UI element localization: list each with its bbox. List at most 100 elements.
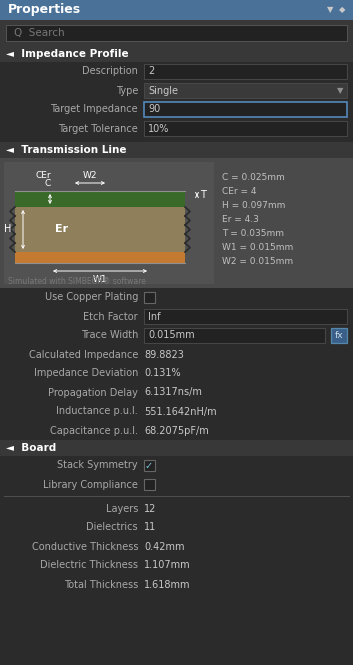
Bar: [0, 326, 353, 345]
Bar: [15, 207, 185, 252]
Text: 0.015mm: 0.015mm: [148, 331, 195, 340]
Text: Impedance Deviation: Impedance Deviation: [34, 368, 138, 378]
Bar: [0, 158, 353, 288]
Text: Stack Symmetry: Stack Symmetry: [58, 460, 138, 471]
Bar: [0, 364, 353, 383]
Text: Etch Factor: Etch Factor: [83, 311, 138, 321]
Bar: [144, 292, 155, 303]
Bar: [0, 81, 353, 100]
Bar: [0, 62, 353, 81]
Bar: [144, 479, 155, 490]
Bar: [0, 142, 353, 158]
Text: W2 = 0.015mm: W2 = 0.015mm: [222, 257, 293, 267]
Text: Inductance p.u.l.: Inductance p.u.l.: [56, 406, 138, 416]
Bar: [0, 383, 353, 402]
Bar: [0, 20, 353, 46]
Bar: [15, 199, 185, 207]
Bar: [144, 309, 347, 324]
Text: Target Impedance: Target Impedance: [50, 104, 138, 114]
Bar: [0, 119, 353, 138]
Bar: [0, 456, 353, 475]
Text: Propagation Delay: Propagation Delay: [48, 388, 138, 398]
Text: 10%: 10%: [148, 124, 169, 134]
Text: Dielectrics: Dielectrics: [86, 523, 138, 533]
Bar: [144, 64, 347, 79]
Text: Q  Search: Q Search: [14, 28, 65, 38]
Bar: [0, 518, 353, 537]
Text: Inf: Inf: [148, 311, 161, 321]
Text: 68.2075pF/m: 68.2075pF/m: [144, 426, 209, 436]
Bar: [0, 575, 353, 594]
Bar: [144, 83, 347, 98]
Text: CEr: CEr: [36, 172, 52, 180]
Text: Description: Description: [82, 66, 138, 76]
Bar: [0, 0, 353, 20]
Text: ▼: ▼: [336, 86, 343, 95]
Text: Calculated Impedance: Calculated Impedance: [29, 350, 138, 360]
Bar: [331, 328, 347, 343]
Text: Dielectric Thickness: Dielectric Thickness: [40, 561, 138, 571]
Text: C: C: [45, 180, 51, 188]
Text: Er: Er: [55, 225, 68, 235]
Bar: [144, 460, 155, 471]
Bar: [4, 162, 214, 284]
Text: 12: 12: [144, 503, 156, 513]
Text: W1: W1: [93, 275, 107, 283]
Text: Library Compliance: Library Compliance: [43, 479, 138, 489]
Text: 90: 90: [148, 104, 160, 114]
Bar: [0, 138, 353, 142]
Text: W1 = 0.015mm: W1 = 0.015mm: [222, 243, 293, 253]
Text: H = 0.097mm: H = 0.097mm: [222, 201, 285, 211]
Text: Capacitance p.u.l.: Capacitance p.u.l.: [50, 426, 138, 436]
Text: 6.1317ns/m: 6.1317ns/m: [144, 388, 202, 398]
Bar: [0, 345, 353, 364]
Bar: [0, 440, 353, 456]
Text: CEr = 4: CEr = 4: [222, 188, 257, 196]
Text: Conductive Thickness: Conductive Thickness: [31, 541, 138, 551]
Text: Properties: Properties: [8, 3, 81, 17]
Text: 11: 11: [144, 523, 156, 533]
Bar: [0, 46, 353, 62]
Text: ◄  Transmission Line: ◄ Transmission Line: [6, 145, 126, 155]
Text: ◄  Board: ◄ Board: [6, 443, 56, 453]
Text: 0.131%: 0.131%: [144, 368, 181, 378]
Bar: [0, 288, 353, 307]
Bar: [144, 121, 347, 136]
Text: Type: Type: [116, 86, 138, 96]
Text: T = 0.035mm: T = 0.035mm: [222, 229, 284, 239]
Bar: [0, 594, 353, 665]
Bar: [0, 556, 353, 575]
Bar: [0, 475, 353, 494]
Bar: [0, 402, 353, 421]
Text: fx: fx: [335, 331, 343, 340]
Bar: [15, 191, 185, 199]
Text: Target Tolerance: Target Tolerance: [58, 124, 138, 134]
Bar: [144, 328, 325, 343]
Text: 551.1642nH/m: 551.1642nH/m: [144, 406, 217, 416]
Text: ▼: ▼: [327, 5, 334, 15]
Bar: [0, 307, 353, 326]
Bar: [144, 102, 347, 117]
Text: ◄  Impedance Profile: ◄ Impedance Profile: [6, 49, 128, 59]
Bar: [88, 191, 93, 195]
Bar: [6, 25, 347, 41]
Text: Use Copper Plating: Use Copper Plating: [44, 293, 138, 303]
Text: 1.107mm: 1.107mm: [144, 561, 191, 571]
Text: Er = 4.3: Er = 4.3: [222, 215, 259, 225]
Text: 2: 2: [148, 66, 154, 76]
Text: H: H: [4, 225, 11, 235]
Text: Trace Width: Trace Width: [80, 331, 138, 340]
Text: Layers: Layers: [106, 503, 138, 513]
Bar: [0, 537, 353, 556]
Text: T: T: [200, 190, 206, 200]
Text: 1.618mm: 1.618mm: [144, 579, 191, 589]
Text: ✓: ✓: [145, 460, 153, 471]
Text: C = 0.025mm: C = 0.025mm: [222, 174, 285, 182]
Text: ◆: ◆: [339, 5, 346, 15]
Bar: [0, 421, 353, 440]
Text: Total Thickness: Total Thickness: [64, 579, 138, 589]
Bar: [0, 499, 353, 518]
Text: Single: Single: [148, 86, 178, 96]
Bar: [15, 252, 185, 263]
Text: W2: W2: [83, 172, 97, 180]
